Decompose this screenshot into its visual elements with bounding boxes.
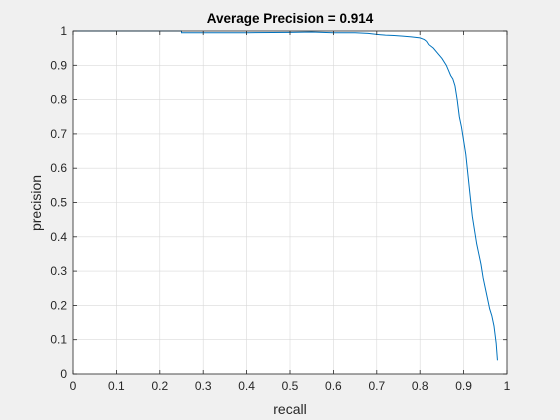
tick-marks	[72, 30, 508, 375]
x-tick-label: 0.8	[412, 379, 429, 393]
x-tick-label: 0.5	[282, 379, 299, 393]
x-tick-label: 0	[70, 379, 77, 393]
x-tick-label: 0.7	[368, 379, 385, 393]
y-tick-label: 0.9	[50, 58, 67, 72]
x-tick-label: 0.2	[151, 379, 168, 393]
x-axis-label: recall	[273, 401, 306, 417]
y-tick-label: 0.1	[50, 333, 67, 347]
y-tick-label: 0.6	[50, 161, 67, 175]
y-tick-label: 0	[60, 367, 67, 381]
y-tick-label: 0.7	[50, 127, 67, 141]
chart-title: Average Precision = 0.914	[207, 11, 374, 26]
y-tick-label: 0.4	[50, 230, 67, 244]
x-tick-label: 0.3	[195, 379, 212, 393]
precision-recall-line	[73, 30, 498, 361]
x-tick-label: 0.6	[325, 379, 342, 393]
x-tick-labels: 0 0.1 0.2 0.3 0.4 0.5 0.6 0.7 0.8 0.9 1	[70, 379, 511, 393]
x-tick-label: 0.4	[238, 379, 255, 393]
y-tick-label: 0.2	[50, 298, 67, 312]
y-tick-labels: 0 0.1 0.2 0.3 0.4 0.5 0.6 0.7 0.8 0.9 1	[50, 24, 67, 381]
x-tick-label: 1	[504, 379, 511, 393]
y-axis-label: precision	[28, 175, 44, 231]
x-tick-label: 0.9	[455, 379, 472, 393]
y-tick-label: 1	[60, 24, 67, 38]
x-tick-label: 0.1	[108, 379, 125, 393]
y-tick-label: 0.3	[50, 264, 67, 278]
y-tick-label: 0.5	[50, 196, 67, 210]
y-tick-label: 0.8	[50, 93, 67, 107]
